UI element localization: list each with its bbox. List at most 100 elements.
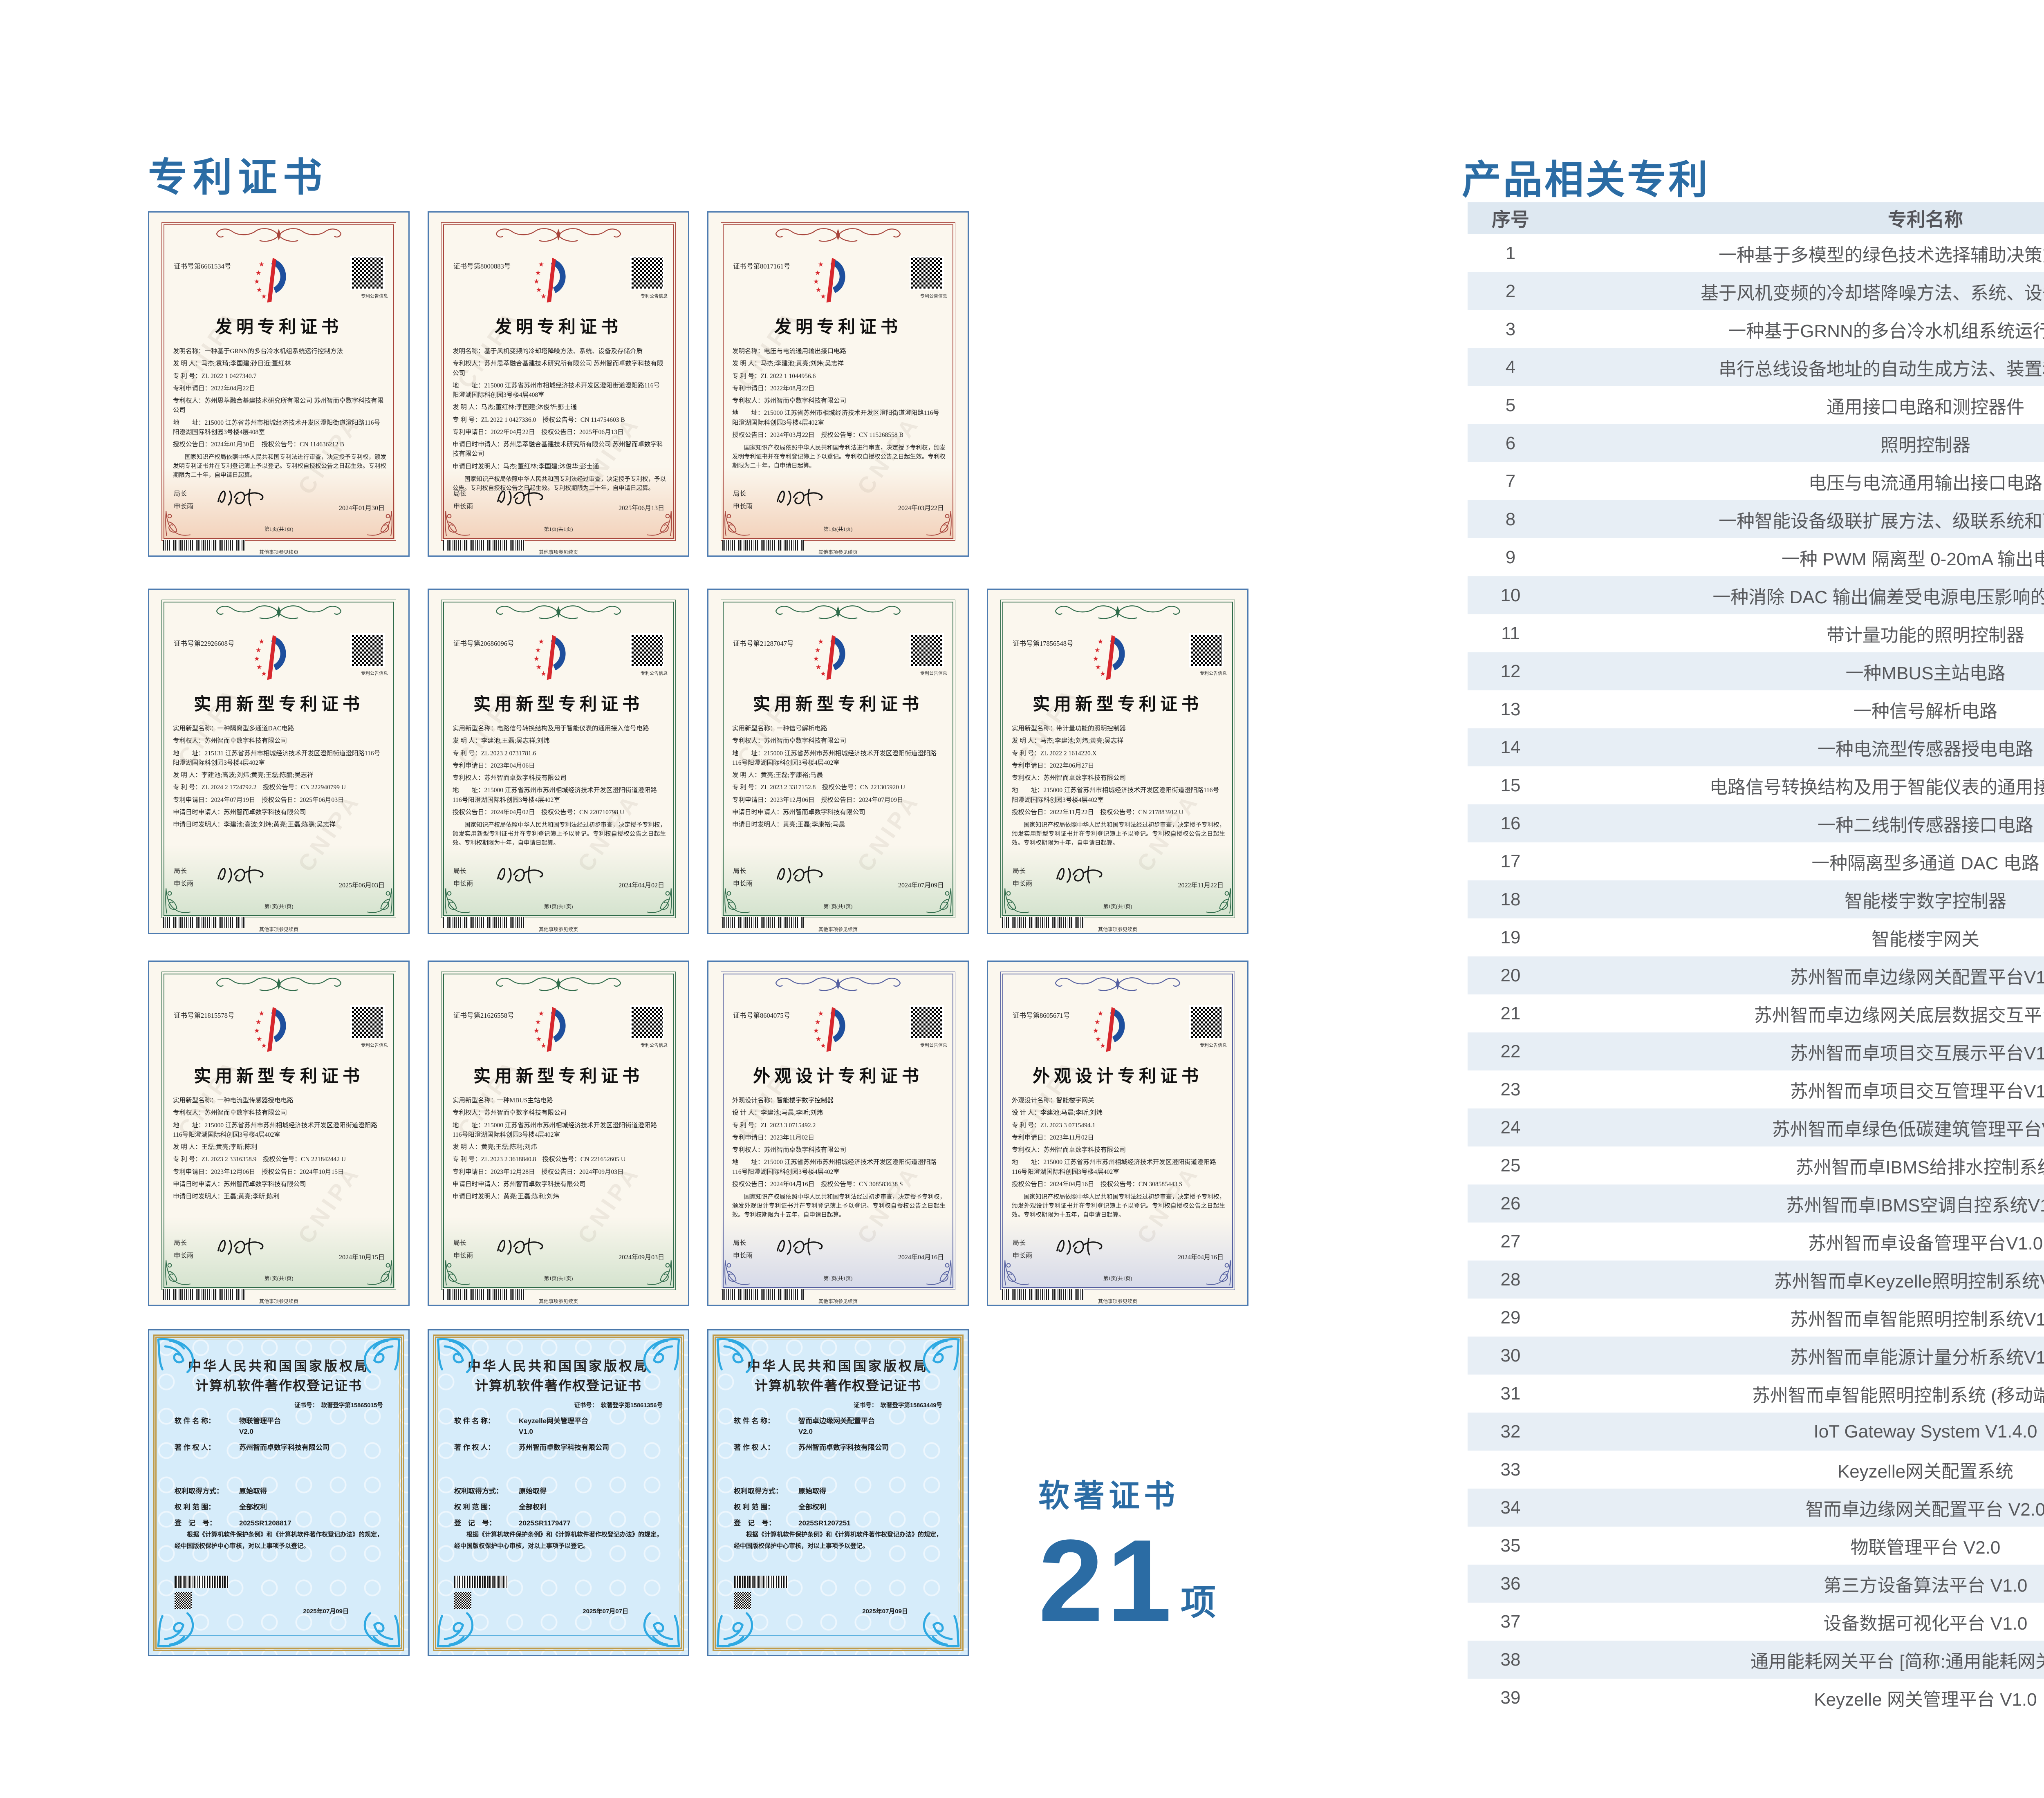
cell-no: 5	[1505, 395, 1516, 415]
certificate-field: 软 件 名 称： Keyzelle网关管理平台 V1.0	[454, 1417, 589, 1435]
certificate-gradient	[162, 1217, 395, 1288]
certificate-title: 外观设计专利证书	[753, 1067, 923, 1086]
soft-badge-label: 软著证书	[1038, 1479, 1179, 1514]
certificate-field: 申请日时申请人：苏州智而卓数字科技有限公司	[173, 1180, 306, 1188]
cell-no: 26	[1500, 1193, 1521, 1214]
svg-text:★: ★	[820, 293, 826, 300]
cell-no: 19	[1500, 927, 1521, 947]
qr-caption: 专利公告信息	[1200, 1043, 1227, 1048]
certificate-utility-model-patent: CNIPA CNIPA 证书号第22926608号 ★ ★ ★ ★ ★ 专利公告信息 实用新…	[148, 589, 410, 934]
certificate-field: 权 利 范 围： 全部权利	[175, 1503, 267, 1511]
certificate-frame	[441, 222, 676, 541]
barcode-icon	[722, 540, 804, 551]
signature-script-icon	[763, 1233, 837, 1260]
svg-text:★: ★	[256, 1035, 262, 1043]
table-row: 9一种 PWM 隔离型 0-20mA 输出电路发明	[1468, 538, 2044, 576]
cell-no: 25	[1500, 1155, 1521, 1176]
barcode-icon	[1002, 1289, 1084, 1300]
ornament-flourish-icon	[491, 974, 626, 995]
cnipa-logo-icon: ★ ★ ★ ★ ★	[254, 1004, 293, 1054]
cell-no: 39	[1500, 1687, 1521, 1708]
certificate-gradient	[1001, 1217, 1234, 1288]
cnipa-logo-icon: ★ ★ ★ ★ ★	[533, 1004, 573, 1054]
certificate-field: 专利申请日：2022年08月22日	[732, 385, 815, 392]
cell-name: 苏州智而卓绿色低碳建筑管理平台V1.0	[1772, 1119, 2044, 1140]
table-row: 24苏州智而卓绿色低碳建筑管理平台V1.0软著	[1468, 1108, 2044, 1146]
qr-caption: 专利公告信息	[361, 1043, 388, 1048]
footer-note: 其他事项参见续页	[259, 1299, 298, 1304]
page-note: 第1页(共1页)	[823, 904, 853, 909]
corner-ornament-icon	[924, 510, 953, 538]
cell-name: 照明控制器	[1880, 435, 1970, 455]
certificate-field: 专利权人：苏州智而卓数字科技有限公司	[173, 737, 287, 745]
svg-text:★: ★	[261, 1042, 267, 1050]
qr-caption: 专利公告信息	[641, 671, 668, 676]
certificate-field: 发明名称：电压与电流通用输出接口电路	[732, 348, 847, 355]
cell-no: 21	[1500, 1003, 1521, 1023]
issue-date: 2024年04月16日	[898, 1254, 944, 1261]
certificate-field: 专利申请日：2023年11月02日	[1012, 1134, 1094, 1141]
cell-name: 智能楼宇网关	[1871, 929, 1979, 949]
page-note: 第1页(共1页)	[1103, 904, 1132, 909]
svg-text:★: ★	[535, 1018, 541, 1026]
cell-no: 9	[1505, 547, 1516, 567]
issue-date: 2024年03月22日	[898, 505, 944, 512]
svg-text:★: ★	[254, 278, 260, 285]
corner-ornament-icon	[365, 887, 394, 916]
corner-ornament-icon	[365, 1259, 394, 1287]
certificate-paragraph: 国家知识产权局依照中华人民共和国专利法经过初步审查，决定授予专利权，颁发外观设计…	[1012, 1194, 1225, 1218]
soft-badge-unit: 项	[1181, 1583, 1216, 1622]
corner-ornament-icon	[164, 510, 193, 538]
certificate-field: 授权公告日：2024年04月16日 授权公告号：CN 308583638 S	[732, 1180, 903, 1188]
page-note: 第1页(共1页)	[823, 526, 853, 532]
certificate-paragraph: 国家知识产权局依照中华人民共和国专利法经过初步审查，决定授予专利权，颁发实用新型…	[1012, 822, 1225, 846]
barcode-icon	[163, 917, 245, 928]
cell-no: 37	[1500, 1611, 1521, 1632]
certificate-field: 申请日时发明人：马杰;董红林;李国建;沐俊华;彭士通	[453, 463, 599, 470]
qr-code-icon	[175, 1592, 192, 1609]
signature-script-icon	[204, 1233, 278, 1260]
certificate-title: 发明专利证书	[774, 318, 902, 337]
certificate-frame	[441, 600, 676, 918]
svg-text:★: ★	[1094, 1018, 1100, 1026]
certificate-body: 发明名称：一种基于GRNN的多台冷水机组系统运行控制方法发 明 人：马杰;袁琦;…	[173, 347, 386, 480]
certificate-gradient	[162, 468, 395, 539]
corner-ornament-icon	[360, 1606, 401, 1648]
director-signature: 局长 申长雨	[174, 865, 278, 890]
certificate-body: 实用新型名称：一种信号解析电路 专利权人：苏州智而卓数字科技有限公司地 址：215…	[732, 724, 946, 832]
certificate-title: 计算机软件著作权登记证书	[475, 1378, 642, 1393]
footer-note: 其他事项参见续页	[818, 1299, 858, 1304]
cell-no: 4	[1505, 357, 1516, 377]
cell-no: 3	[1505, 319, 1516, 339]
cell-no: 34	[1500, 1497, 1521, 1518]
certificate-frame	[441, 972, 676, 1290]
certificate-number: 证书号第8605671号	[1013, 1012, 1070, 1019]
certificate-field: 地 址：215000 江苏省苏州市苏州相城经济技术开发区澄阳街道澄阳路116号阳…	[453, 1122, 657, 1138]
corner-ornament-icon	[919, 1337, 961, 1379]
certificate-invention-patent: CNIPA CNIPA 证书号第6661534号 ★ ★ ★ ★ ★ 专利公告信息 发明专利…	[148, 211, 410, 557]
svg-text:★: ★	[1093, 655, 1099, 663]
page-note: 第1页(共1页)	[544, 1276, 573, 1281]
ornament-flourish-icon	[771, 225, 905, 246]
cnipa-logo-icon: ★ ★ ★ ★ ★	[533, 632, 573, 682]
cell-name: 苏州智而卓IBMS空调自控系统V1.0	[1786, 1195, 2044, 1216]
patent-table-header: 序号 专利名称 专利类型	[1468, 202, 2044, 234]
certificate-field: 专利权人：苏州智而卓数字科技有限公司	[732, 1146, 847, 1153]
cnipa-logo-icon: ★ ★ ★ ★ ★	[813, 632, 852, 682]
qr-caption: 专利公告信息	[1200, 671, 1227, 676]
gold-border	[153, 1335, 404, 1651]
svg-text:★: ★	[254, 655, 260, 663]
certificate-field: 权利取得方式： 原始取得	[454, 1487, 547, 1496]
certificate-title: 计算机软件著作权登记证书	[754, 1378, 921, 1393]
certificate-field: 地 址：215000 江苏省苏州市相城经济技术开发区澄阳街道澄阳路116号阳澄湖…	[173, 419, 381, 436]
certificate-title: 实用新型专利证书	[473, 1067, 643, 1086]
certificate-field: 地 址：215000 江苏省苏州市苏州相城经济技术开发区澄阳街道澄阳路116号阳…	[173, 1122, 377, 1138]
corner-ornament-icon	[164, 887, 193, 916]
svg-text:★: ★	[1093, 1027, 1099, 1034]
certificate-field: 发 明 人：马杰;董红林;李国建;沐俊华;彭士通	[453, 404, 577, 411]
certificate-field: 权 利 范 围： 全部权利	[734, 1503, 826, 1511]
